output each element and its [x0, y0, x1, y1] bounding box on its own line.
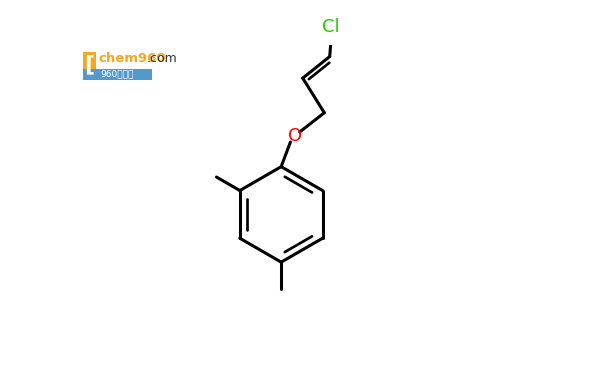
Text: 960化工网: 960化工网 [100, 70, 134, 79]
FancyBboxPatch shape [82, 52, 96, 77]
Text: chem960: chem960 [99, 53, 166, 65]
Text: O: O [288, 127, 302, 145]
FancyBboxPatch shape [82, 69, 152, 80]
Text: Cl: Cl [322, 18, 340, 36]
Text: .com: .com [146, 53, 177, 65]
Text: [: [ [84, 55, 94, 75]
